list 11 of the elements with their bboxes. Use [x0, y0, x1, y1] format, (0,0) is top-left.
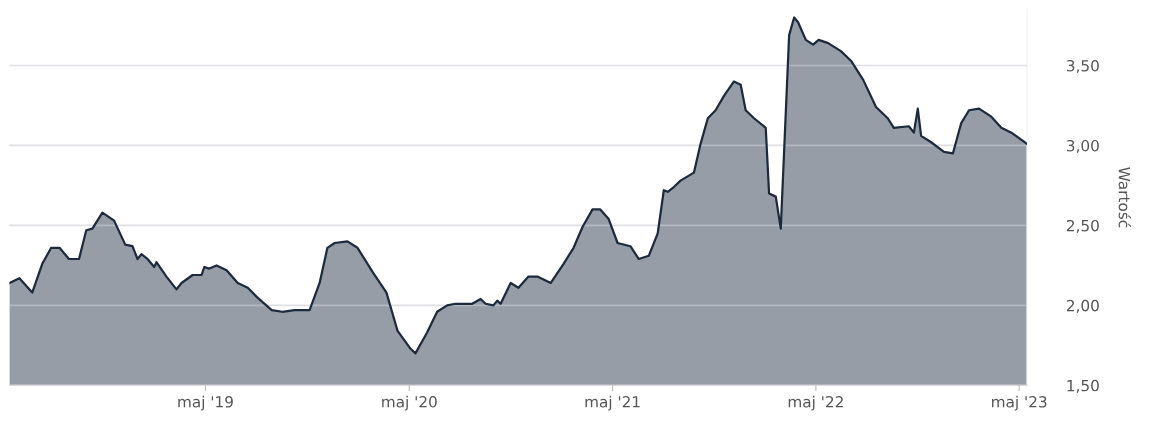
- x-tick-label: maj '23: [992, 395, 1047, 411]
- y-tick-label: 1,50: [1067, 379, 1099, 393]
- x-tick-label: maj '21: [585, 395, 640, 411]
- y-tick-label: 3,50: [1067, 59, 1099, 74]
- y-tick-label: 3,00: [1067, 139, 1099, 154]
- x-tick-label: maj '20: [382, 395, 437, 411]
- y-axis-title: Wartość: [1118, 167, 1132, 228]
- x-tick-label: maj '22: [788, 395, 843, 411]
- y-tick-label: 2,50: [1066, 219, 1099, 233]
- x-tick-label: maj '19: [178, 395, 233, 411]
- y-tick-label: 2,00: [1066, 299, 1099, 313]
